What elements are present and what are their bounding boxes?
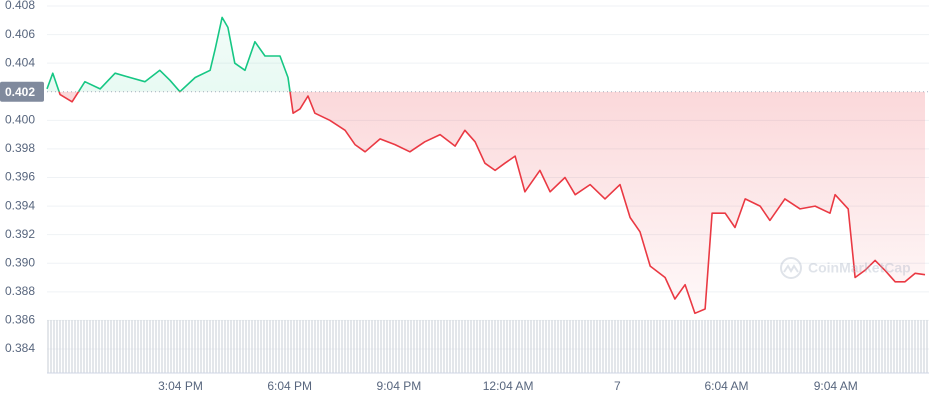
y-tick-label: 0.396 <box>5 170 35 184</box>
x-tick-label: 7 <box>614 379 621 393</box>
baseline-label-box <box>0 81 44 102</box>
y-tick-label: 0.390 <box>5 255 35 269</box>
clip-group <box>47 91 926 315</box>
x-tick-label: 9:04 PM <box>377 379 422 393</box>
x-tick-label: 6:04 PM <box>267 379 312 393</box>
y-tick-label: 0.398 <box>5 141 35 155</box>
x-tick-label: 6:04 AM <box>704 379 748 393</box>
price-line <box>46 16 291 92</box>
y-tick-label: 0.392 <box>5 227 35 241</box>
clip-group <box>46 16 925 92</box>
x-tick-label: 3:04 PM <box>158 379 203 393</box>
y-tick-label: 0.404 <box>5 55 35 69</box>
y-tick-label: 0.400 <box>5 113 35 127</box>
price-line <box>58 91 926 315</box>
y-tick-label: 0.386 <box>5 313 35 327</box>
y-tick-label: 0.408 <box>5 0 35 12</box>
price-area <box>47 91 925 314</box>
price-area <box>47 17 925 92</box>
watermark: CoinMarketCap <box>780 257 911 279</box>
y-tick-label: 0.406 <box>5 27 35 41</box>
x-tick-label: 9:04 AM <box>814 379 858 393</box>
y-tick-label: 0.388 <box>5 284 35 298</box>
watermark-text: CoinMarketCap <box>808 260 911 276</box>
baseline-label: 0.402 <box>5 85 35 99</box>
x-tick-label: 12:04 AM <box>483 379 534 393</box>
y-tick-label: 0.394 <box>5 198 35 212</box>
y-tick-label: 0.384 <box>5 341 35 355</box>
